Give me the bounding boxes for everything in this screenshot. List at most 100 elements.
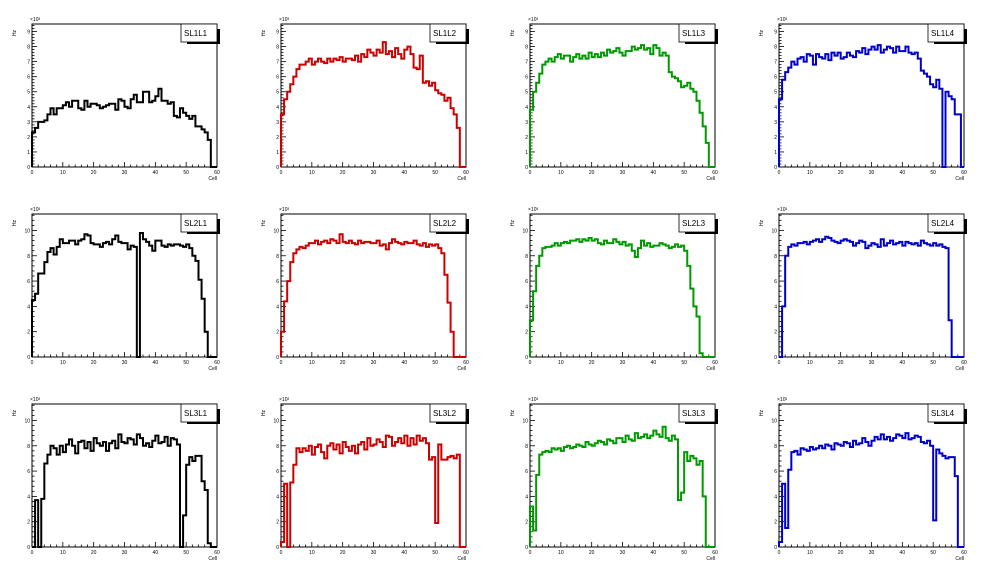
y-tick-label: 9 [774,30,777,36]
y-axis-label: Hz [261,410,267,417]
x-axis-label: Cell [706,556,715,562]
x-tick-label: 40 [900,550,906,556]
histogram-line [31,87,217,168]
y-tick-label: 6 [27,469,30,475]
y-tick-label: 4 [525,105,528,111]
y-tick-label: 8 [525,45,528,51]
histogram-plot: 0 10 20 30 40 50 60 0 1 2 3 4 5 6 7 8 9 ×10³ Hz Cell SL1L2 [261,17,469,182]
plot-frame [529,23,716,168]
histogram-panel-sl3l2: 0 10 20 30 40 50 60 0 2 4 6 8 10 ×10³ Hz Cell SL3L2 [249,380,498,570]
y-tick-label: 0 [276,355,279,361]
x-tick-label: 40 [153,360,159,366]
y-tick-label: 0 [774,545,777,551]
histogram-line [778,432,964,548]
x-tick-label: 40 [900,360,906,366]
x-tick-label: 0 [529,550,532,556]
plot-frame [778,213,965,358]
legend-title: SL2L4 [931,219,955,228]
x-tick-label: 60 [463,170,469,176]
y-tick-label: 8 [276,45,279,51]
axis-exponent: ×10³ [279,397,289,403]
x-axis-label: Cell [955,366,964,372]
histogram-line [529,425,715,548]
x-tick-label: 10 [558,170,564,176]
y-tick-label: 2 [525,520,528,526]
y-tick-label: 7 [774,60,777,66]
y-tick-label: 6 [774,75,777,81]
y-tick-label: 6 [27,75,30,81]
x-axis-label: Cell [208,176,217,182]
y-axis-label: Hz [510,410,516,417]
legend-box [429,403,467,423]
x-tick-label: 0 [529,360,532,366]
y-tick-label: 2 [774,330,777,336]
y-tick-label: 4 [276,105,279,111]
histogram-line [280,434,466,548]
plot-frame [31,403,218,548]
histogram-panel-sl3l3: 0 10 20 30 40 50 60 0 2 4 6 8 10 ×10³ Hz Cell SL3L3 [498,380,747,570]
x-tick-label: 30 [122,170,128,176]
x-tick-label: 60 [463,360,469,366]
x-tick-label: 30 [371,170,377,176]
y-tick-label: 2 [774,520,777,526]
y-tick-label: 3 [774,120,777,126]
legend-box [180,213,218,233]
x-tick-label: 50 [930,170,936,176]
legend-title: SL1L2 [433,29,457,38]
y-tick-label: 0 [276,545,279,551]
y-axis-label: Hz [12,410,18,417]
y-tick-label: 8 [276,444,279,450]
x-tick-label: 60 [712,550,718,556]
histogram-line [280,41,466,168]
y-tick-label: 8 [27,254,30,260]
y-tick-label: 8 [525,254,528,260]
x-tick-label: 60 [961,170,967,176]
axis-exponent: ×10³ [30,207,40,213]
x-tick-label: 0 [778,360,781,366]
x-tick-label: 60 [214,550,220,556]
legend-title: SL1L3 [682,29,706,38]
y-tick-label: 0 [27,165,30,171]
x-tick-label: 30 [869,360,875,366]
x-axis-label: Cell [706,366,715,372]
y-tick-label: 4 [27,494,30,500]
y-tick-label: 1 [276,150,279,156]
y-tick-label: 1 [525,150,528,156]
y-tick-label: 2 [276,520,279,526]
x-tick-label: 0 [529,170,532,176]
x-tick-label: 60 [961,550,967,556]
x-tick-label: 50 [183,360,189,366]
legend-title: SL3L3 [682,409,706,418]
x-tick-label: 50 [432,550,438,556]
y-tick-label: 10 [522,418,528,424]
x-tick-label: 20 [838,170,844,176]
y-tick-label: 6 [525,279,528,285]
y-tick-label: 6 [27,279,30,285]
y-tick-label: 6 [525,75,528,81]
y-axis-label: Hz [759,410,765,417]
plot-frame [31,213,218,358]
y-tick-label: 2 [276,330,279,336]
plot-frame [31,23,218,168]
histogram-panel-sl2l1: 0 10 20 30 40 50 60 0 2 4 6 8 10 ×10³ Hz Cell SL2L1 [0,190,249,380]
y-tick-label: 2 [525,135,528,141]
x-tick-label: 10 [807,550,813,556]
x-tick-label: 60 [712,360,718,366]
y-tick-label: 0 [276,165,279,171]
y-tick-label: 2 [27,520,30,526]
legend-title: SL3L2 [433,409,457,418]
x-tick-label: 40 [402,360,408,366]
y-tick-label: 2 [276,135,279,141]
y-axis-label: Hz [261,30,267,37]
y-tick-label: 2 [27,330,30,336]
histogram-line [529,237,715,358]
x-tick-label: 30 [620,170,626,176]
x-tick-label: 0 [280,550,283,556]
histogram-line [31,231,217,358]
x-tick-label: 10 [60,550,66,556]
y-tick-label: 6 [276,75,279,81]
y-tick-label: 3 [276,120,279,126]
x-tick-label: 50 [930,550,936,556]
x-tick-label: 50 [930,360,936,366]
histogram-panel-sl2l4: 0 10 20 30 40 50 60 0 2 4 6 8 10 ×10³ Hz Cell SL2L4 [747,190,996,380]
